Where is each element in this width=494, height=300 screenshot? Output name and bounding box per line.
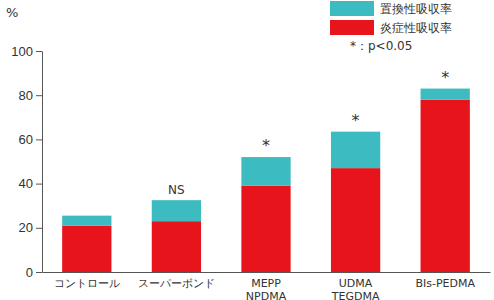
bar-segment bbox=[331, 132, 380, 168]
y-tick-mark bbox=[36, 51, 42, 52]
y-tick: 0 bbox=[26, 265, 42, 280]
legend-label: 置換性吸収率 bbox=[380, 2, 452, 16]
bar-segment bbox=[62, 226, 111, 272]
y-tick-label: 100 bbox=[11, 44, 33, 59]
y-tick-mark bbox=[36, 184, 42, 185]
x-tick-label: UDMATEGDMA bbox=[331, 277, 380, 300]
legend-swatch bbox=[330, 1, 374, 16]
bar-segment bbox=[241, 186, 290, 272]
y-tick-mark bbox=[36, 95, 42, 96]
y-tick-mark bbox=[36, 272, 42, 273]
x-axis-line bbox=[43, 272, 491, 273]
y-tick-label: 80 bbox=[19, 88, 33, 103]
note: *：p<0.05 bbox=[350, 39, 412, 53]
x-tick-label: MEPPNPDMA bbox=[246, 277, 287, 300]
x-tick-label: スーパーボンド bbox=[138, 277, 215, 290]
bar-segment bbox=[241, 157, 290, 186]
annotation: * bbox=[352, 111, 360, 130]
y-axis: 0 20 40 60 80 100 bbox=[11, 44, 42, 280]
y-tick-mark bbox=[36, 228, 42, 229]
chart: 0 20 40 60 80 100 コントロール スーパーボンド MEPPNPDMA UDMATE… bbox=[0, 0, 494, 300]
bar-segment bbox=[62, 216, 111, 226]
bar-segment bbox=[152, 221, 201, 272]
y-tick: 100 bbox=[11, 44, 42, 59]
bars bbox=[62, 89, 470, 272]
y-tick-label: 60 bbox=[19, 132, 33, 147]
y-tick: 20 bbox=[19, 220, 42, 235]
legend-swatch bbox=[330, 20, 374, 35]
y-tick-mark bbox=[36, 139, 42, 140]
y-tick: 80 bbox=[19, 88, 42, 103]
y-axis-title: % bbox=[6, 5, 18, 20]
legend-label: 炎症性吸収率 bbox=[380, 21, 452, 35]
y-axis-line bbox=[42, 52, 43, 273]
legend: 置換性吸収率炎症性吸収率 bbox=[330, 1, 452, 35]
annotation: NS bbox=[168, 183, 185, 197]
y-tick-label: 0 bbox=[26, 265, 33, 280]
annotation: * bbox=[262, 136, 270, 155]
bar-segment bbox=[421, 89, 470, 100]
y-tick-label: 20 bbox=[19, 220, 33, 235]
x-tick-label: BIs-PEDMA bbox=[415, 277, 475, 290]
y-tick: 40 bbox=[19, 176, 42, 191]
y-tick: 60 bbox=[19, 132, 42, 147]
x-tick-label: コントロール bbox=[54, 277, 120, 290]
annotation: * bbox=[441, 68, 449, 87]
bar-segment bbox=[331, 168, 380, 272]
y-tick-label: 40 bbox=[19, 176, 33, 191]
x-axis bbox=[43, 272, 491, 273]
bar-segment bbox=[421, 100, 470, 272]
bar-segment bbox=[152, 200, 201, 221]
